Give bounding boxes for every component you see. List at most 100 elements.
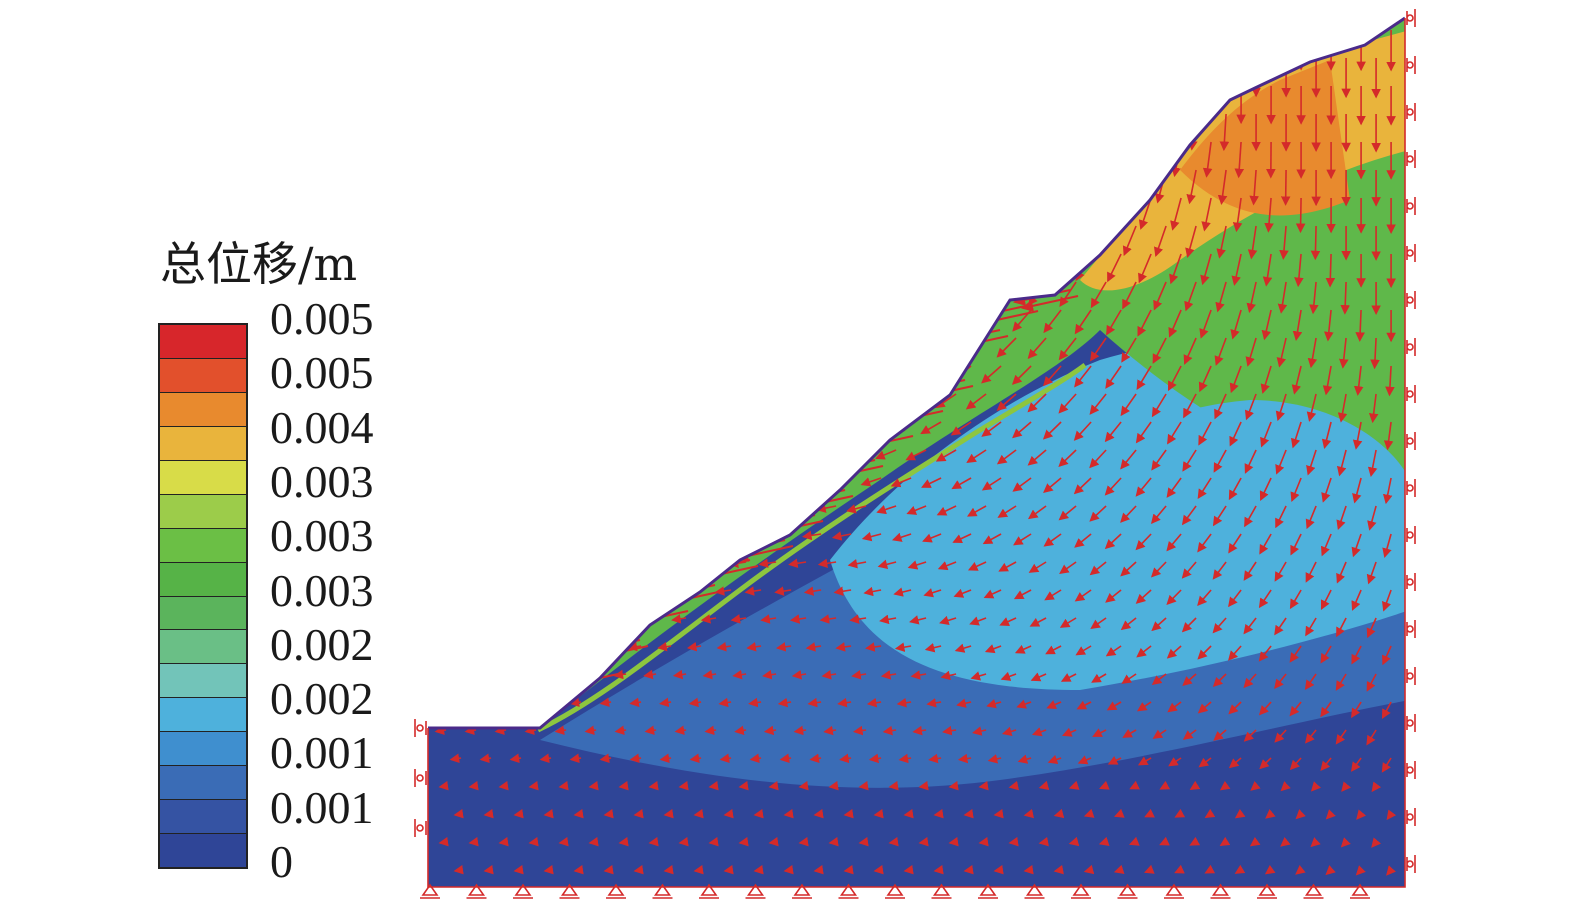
displacement-arrow bbox=[1351, 589, 1362, 611]
displacement-arrow bbox=[588, 780, 599, 791]
displacement-arrow bbox=[1324, 309, 1334, 342]
displacement-arrow bbox=[651, 474, 672, 485]
displacement-arrow bbox=[726, 502, 747, 513]
displacement-arrow bbox=[1060, 673, 1077, 682]
displacement-arrow bbox=[1151, 449, 1167, 471]
displacement-arrow bbox=[821, 670, 837, 680]
displacement-arrow bbox=[756, 502, 777, 513]
displacement-arrow bbox=[479, 697, 492, 708]
displacement-arrow bbox=[1234, 808, 1246, 819]
displacement-arrow bbox=[1089, 337, 1107, 362]
displacement-arrow bbox=[1337, 393, 1348, 423]
displacement-arrow bbox=[1197, 645, 1212, 660]
displacement-arrow bbox=[882, 725, 897, 736]
displacement-arrow bbox=[1124, 113, 1137, 150]
displacement-arrow bbox=[532, 474, 552, 485]
displacement-arrow bbox=[921, 477, 942, 488]
displacement-arrow bbox=[1016, 699, 1032, 709]
displacement-arrow bbox=[888, 780, 899, 791]
displacement-arrow bbox=[719, 225, 747, 238]
legend-label: 0.003 bbox=[270, 564, 374, 616]
displacement-arrow bbox=[1265, 809, 1276, 819]
displacement-arrow bbox=[730, 614, 747, 624]
legend-swatch bbox=[160, 766, 246, 801]
legend-label: 0.001 bbox=[270, 781, 374, 833]
displacement-arrow bbox=[903, 225, 927, 247]
displacement-arrow bbox=[498, 836, 509, 847]
displacement-arrow bbox=[693, 864, 704, 875]
displacement-arrow bbox=[716, 641, 732, 652]
displacement-arrow bbox=[599, 753, 612, 764]
displacement-arrow bbox=[1152, 337, 1167, 364]
displacement-arrow bbox=[1150, 561, 1167, 578]
displacement-arrow bbox=[1200, 253, 1212, 286]
displacement-arrow bbox=[1068, 836, 1080, 847]
displacement-arrow bbox=[1291, 365, 1302, 395]
displacement-arrow bbox=[568, 641, 582, 652]
displacement-arrow bbox=[603, 864, 614, 875]
displacement-arrow bbox=[703, 197, 732, 210]
roller-support-icon bbox=[414, 719, 427, 737]
displacement-arrow bbox=[449, 641, 462, 652]
displacement-arrow bbox=[888, 197, 912, 220]
displacement-arrow bbox=[447, 585, 462, 596]
displacement-arrow bbox=[659, 697, 672, 708]
displacement-arrow bbox=[720, 281, 747, 292]
displacement-arrow bbox=[449, 753, 462, 764]
displacement-arrow bbox=[811, 281, 837, 296]
displacement-arrow bbox=[689, 225, 717, 237]
pin-support-icon bbox=[1350, 883, 1370, 899]
displacement-arrow bbox=[893, 587, 912, 597]
pin-support-icon bbox=[931, 883, 952, 899]
displacement-arrow bbox=[644, 725, 657, 736]
displacement-arrow bbox=[843, 808, 854, 819]
displacement-arrow bbox=[597, 169, 627, 179]
displacement-arrow bbox=[965, 281, 987, 303]
displacement-arrow bbox=[1113, 864, 1125, 874]
displacement-arrow bbox=[1105, 589, 1122, 603]
displacement-arrow bbox=[762, 669, 777, 680]
displacement-arrow bbox=[428, 390, 447, 401]
displacement-arrow bbox=[1008, 780, 1019, 791]
displacement-arrow bbox=[1386, 809, 1397, 821]
displacement-arrow bbox=[1074, 533, 1092, 548]
displacement-arrow bbox=[754, 447, 777, 457]
displacement-arrow bbox=[687, 113, 717, 129]
displacement-arrow bbox=[1062, 727, 1077, 737]
displacement-arrow bbox=[1382, 589, 1392, 612]
displacement-arrow bbox=[627, 169, 657, 181]
displacement-arrow bbox=[529, 363, 552, 373]
displacement-arrow bbox=[474, 56, 507, 67]
displacement-arrow bbox=[586, 307, 612, 317]
displacement-arrow bbox=[839, 753, 852, 764]
displacement-arrow bbox=[827, 309, 852, 323]
displacement-arrow bbox=[579, 29, 612, 44]
displacement-arrow bbox=[843, 393, 867, 405]
displacement-arrow bbox=[1259, 477, 1272, 502]
displacement-arrow bbox=[985, 29, 1002, 65]
displacement-arrow bbox=[477, 585, 492, 596]
displacement-arrow bbox=[952, 85, 972, 117]
displacement-arrow bbox=[1352, 421, 1363, 450]
displacement-arrow bbox=[920, 421, 942, 435]
displacement-arrow bbox=[1058, 393, 1077, 414]
displacement-arrow bbox=[699, 558, 717, 568]
displacement-arrow bbox=[922, 29, 942, 62]
displacement-arrow bbox=[541, 279, 567, 290]
legend-swatch bbox=[160, 630, 246, 665]
displacement-arrow bbox=[1219, 113, 1230, 152]
displacement-arrow bbox=[1017, 754, 1032, 764]
displacement-arrow bbox=[744, 586, 762, 596]
displacement-arrow bbox=[703, 141, 732, 157]
displacement-arrow bbox=[494, 725, 507, 736]
displacement-arrow bbox=[823, 725, 837, 736]
displacement-arrow bbox=[1198, 421, 1212, 446]
displacement-arrow bbox=[574, 391, 597, 401]
displacement-arrow bbox=[1383, 421, 1394, 451]
displacement-arrow bbox=[1174, 864, 1185, 874]
displacement-arrow bbox=[1338, 337, 1349, 369]
displacement-arrow bbox=[1229, 365, 1242, 394]
displacement-arrow bbox=[1386, 865, 1396, 876]
displacement-arrow bbox=[1280, 781, 1291, 792]
displacement-arrow bbox=[428, 223, 447, 234]
